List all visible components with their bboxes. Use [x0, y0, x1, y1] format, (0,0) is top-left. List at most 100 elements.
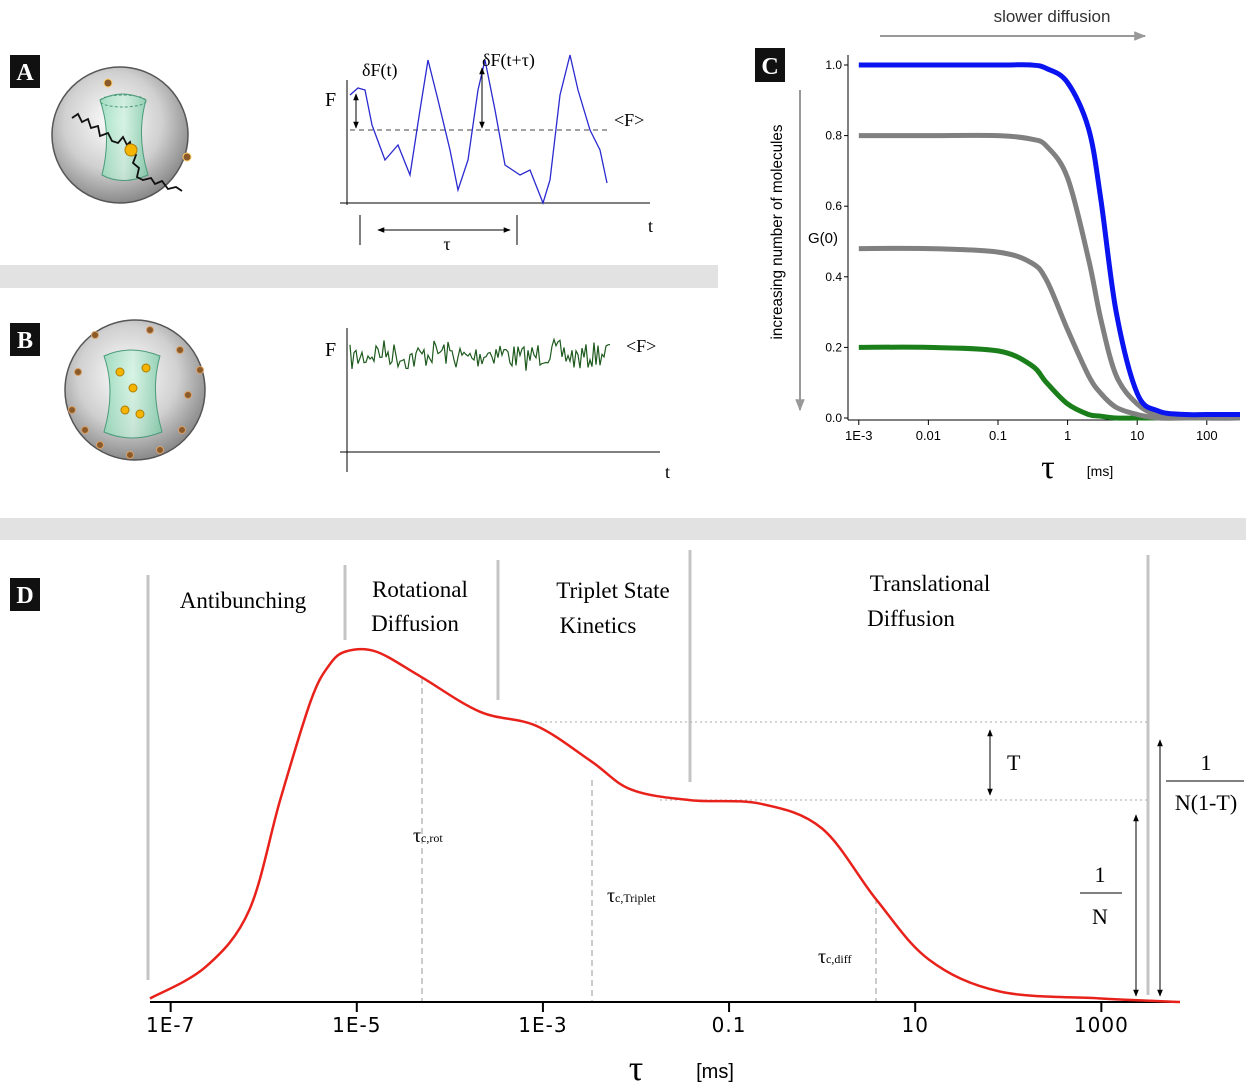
molecule [182, 152, 192, 162]
molecule [115, 367, 125, 377]
subscript: c,diff [826, 952, 851, 966]
x-tick-label: 1000 [1074, 1013, 1129, 1037]
x-tick-label: 0.1 [989, 428, 1007, 443]
x-tick-label: 0.01 [916, 428, 941, 443]
y-tick-label: 1.0 [825, 58, 842, 72]
annotation: increasing number of molecules [769, 125, 786, 340]
region-label: Translational [870, 571, 991, 596]
molecule [103, 78, 113, 88]
molecule [135, 409, 145, 419]
molecule [81, 426, 89, 434]
region-label: Rotational [372, 577, 468, 602]
molecule [120, 405, 130, 415]
molecule [184, 391, 192, 399]
panel-d: D Antibunching Rotational Diffusion Trip… [10, 550, 1244, 1086]
symbol: τ [818, 946, 826, 968]
molecule [68, 406, 76, 414]
panel-label-box [10, 578, 40, 611]
x-tick-label: 1E-3 [845, 428, 872, 443]
y-axis-label: F [325, 339, 336, 361]
panel-a: A F δF(t) δF(t+τ) <F> t τ [10, 50, 653, 254]
x-axis-label: τ [1041, 449, 1055, 486]
time-constant: τc,Triplet [607, 885, 656, 907]
x-tick-label: 0.1 [712, 1013, 747, 1037]
y-tick-label: 0.4 [825, 270, 842, 284]
separator [0, 265, 718, 288]
molecule [126, 451, 134, 459]
x-tick-label: 10 [901, 1013, 928, 1037]
fluorescence-trace [349, 337, 611, 371]
x-tick-label: 100 [1196, 428, 1218, 443]
symbol: τ [413, 825, 421, 847]
mean-label: <F> [614, 110, 644, 130]
time-constant: τc,rot [413, 825, 443, 847]
fraction-numerator: 1 [1095, 862, 1106, 887]
mean-label: <F> [626, 336, 656, 356]
x-axis-label: t [648, 216, 653, 236]
x-axis-label: t [665, 462, 670, 482]
panel-label: D [16, 583, 33, 609]
molecule [176, 346, 184, 354]
panel-label: A [16, 60, 34, 86]
molecule [91, 331, 99, 339]
molecule [146, 326, 154, 334]
curve [149, 647, 1181, 1004]
panel-label: B [17, 328, 33, 354]
y-tick-label: 0.0 [825, 411, 842, 425]
y-axis-label: F [325, 89, 336, 111]
panel-c: C slower diffusion increasing number of … [755, 7, 1147, 486]
molecule [74, 368, 82, 376]
fraction-denominator: N(1-T) [1175, 790, 1237, 815]
molecule [96, 441, 104, 449]
focal-volume-top [99, 94, 147, 108]
annotation: δF(t+τ) [482, 50, 535, 71]
y-tick-label: 0.8 [825, 129, 842, 143]
molecule [178, 426, 186, 434]
panel-label: C [761, 54, 778, 80]
y-tick-label: 0.2 [825, 340, 842, 354]
fraction-numerator: 1 [1201, 750, 1212, 775]
separator [0, 518, 1246, 540]
x-axis-unit: [ms] [696, 1061, 734, 1083]
curve [858, 62, 1240, 418]
molecules [68, 326, 204, 459]
molecule [124, 143, 138, 157]
annotation: G(0) [808, 230, 838, 247]
time-constant: τc,diff [818, 946, 851, 968]
curve [858, 132, 1241, 421]
x-tick-label: 1E-3 [518, 1013, 567, 1037]
x-tick-label: 10 [1130, 428, 1144, 443]
x-tick-label: 1E-5 [332, 1013, 381, 1037]
x-axis-label: τ [629, 1048, 643, 1086]
curve [858, 245, 1240, 421]
lag-label: τ [443, 234, 450, 254]
subscript: c,rot [421, 831, 443, 845]
annotation: δF(t) [362, 60, 397, 81]
annotation: slower diffusion [994, 7, 1111, 26]
x-tick-label: 1 [1064, 428, 1071, 443]
molecule [141, 363, 151, 373]
panel-label-box [10, 55, 40, 88]
region-label: Diffusion [867, 606, 955, 631]
molecule [156, 446, 164, 454]
fluorescence-trace [349, 54, 608, 205]
x-tick-label: 1E-7 [146, 1013, 195, 1037]
region-label: Triplet State [556, 578, 670, 603]
diffusion-path [71, 112, 183, 192]
molecule [128, 383, 138, 393]
panel-label-box [755, 48, 785, 82]
subscript: c,Triplet [615, 891, 656, 905]
molecule [196, 366, 204, 374]
x-axis-unit: [ms] [1087, 463, 1113, 479]
curve [858, 344, 1240, 421]
y-tick-label: 0.6 [825, 199, 842, 213]
region-label: Diffusion [371, 611, 459, 636]
annotation: T [1007, 750, 1021, 775]
fraction-denominator: N [1092, 904, 1108, 929]
focal-volume [103, 349, 163, 439]
region-label: Antibunching [180, 588, 307, 613]
region-label: Kinetics [560, 613, 637, 638]
symbol: τ [607, 885, 615, 907]
